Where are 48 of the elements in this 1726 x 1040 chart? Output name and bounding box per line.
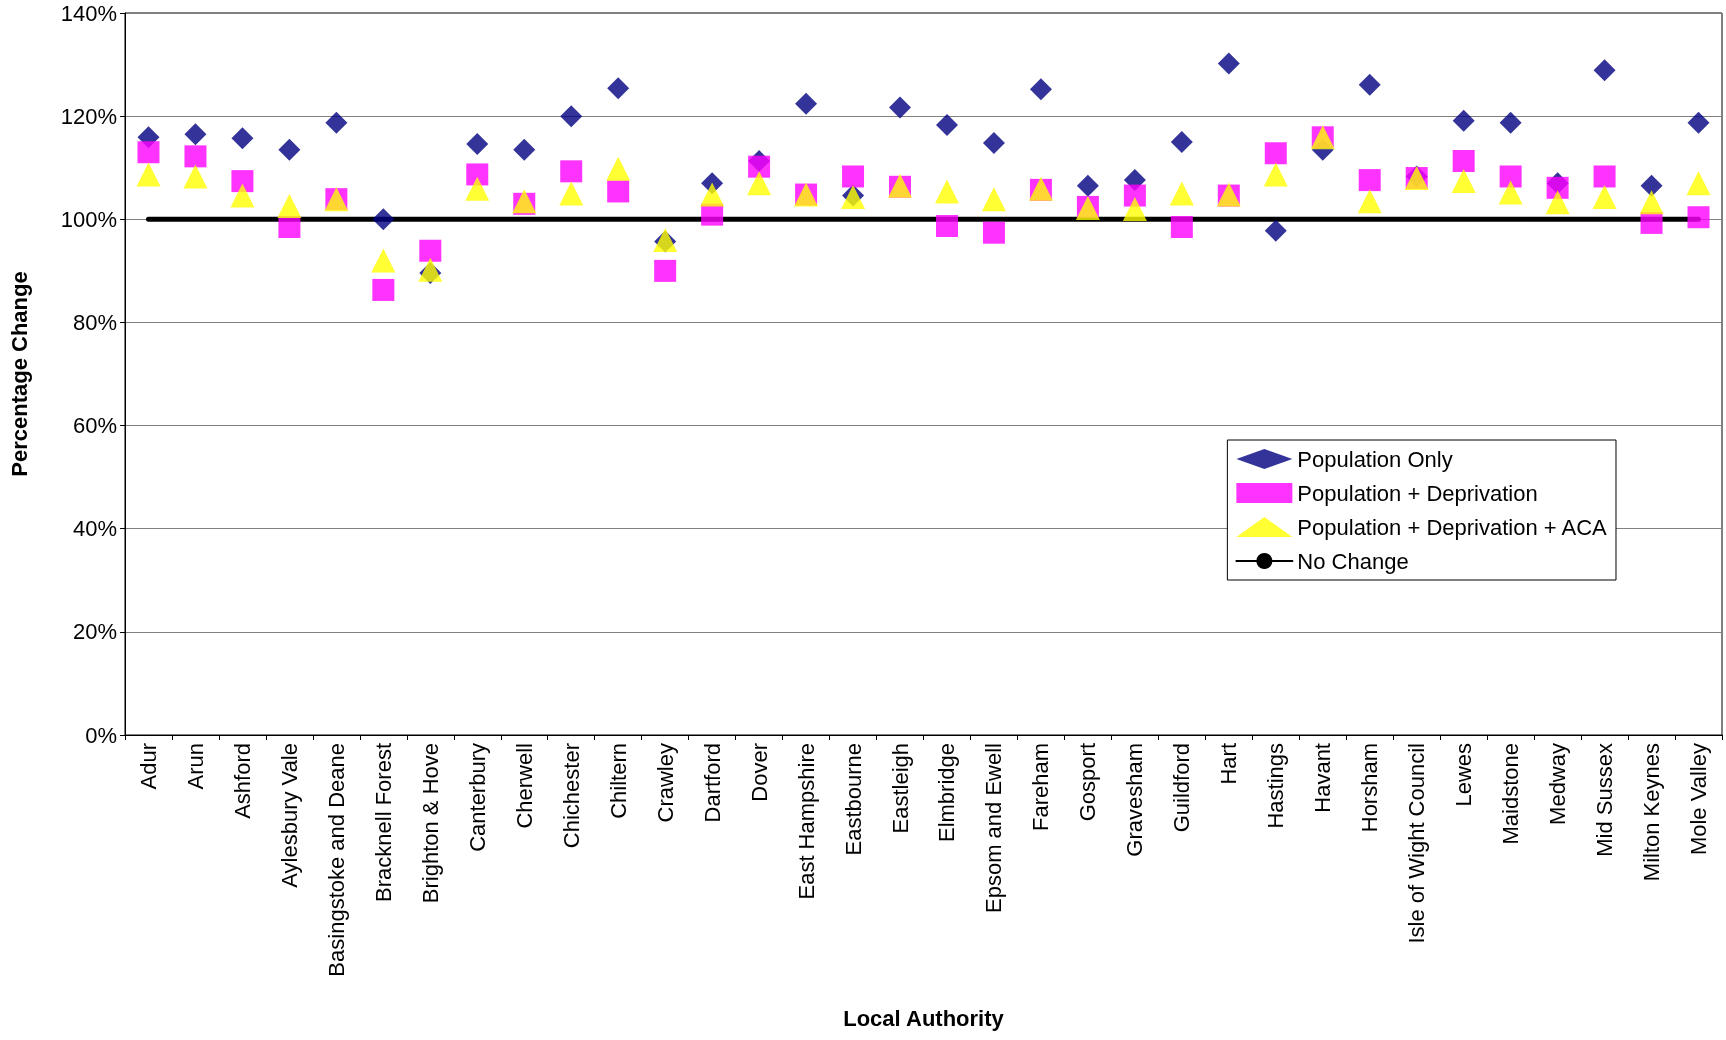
y-tick-label: 80%	[72, 309, 117, 335]
x-tick-label: Elmbridge	[934, 743, 960, 843]
x-tick-label: Bracknell Forest	[370, 743, 396, 902]
x-tick-label: Brighton & Hove	[417, 743, 443, 904]
y-tick-label: 60%	[72, 413, 117, 439]
x-tick-label: Basingstoke and Deane	[323, 743, 349, 977]
x-tick-label: Crawley	[652, 743, 678, 823]
x-tick-label: Cherwell	[511, 743, 537, 829]
x-tick-label: Arun	[182, 743, 208, 790]
y-tick-label: 120%	[60, 103, 117, 129]
y-tick-label: 20%	[72, 619, 117, 645]
x-tick-label: Epsom and Ewell	[981, 743, 1007, 913]
x-tick-label: Guildford	[1169, 743, 1195, 833]
x-tick-label: Aylesbury Vale	[276, 743, 302, 888]
x-tick-label: Chiltern	[605, 743, 631, 819]
legend-label: Population + Deprivation	[1297, 480, 1538, 506]
x-tick-label: Maidstone	[1498, 743, 1524, 845]
x-tick-label: Eastbourne	[840, 743, 866, 856]
x-tick-label: Milton Keynes	[1639, 743, 1665, 882]
x-tick-label: East Hampshire	[793, 743, 819, 900]
x-tick-label: Fareham	[1028, 743, 1054, 832]
y-tick-label: 140%	[60, 0, 117, 26]
x-tick-label: Havant	[1310, 743, 1336, 813]
y-axis-title: Percentage Change	[6, 271, 32, 477]
x-tick-label: Lewes	[1451, 743, 1477, 807]
x-axis-title: Local Authority	[843, 1005, 1005, 1031]
x-tick-label: Canterbury	[464, 743, 490, 852]
x-tick-label: Gravesham	[1122, 743, 1148, 857]
x-tick-label: Adur	[135, 743, 161, 790]
legend-label: No Change	[1297, 548, 1409, 574]
x-tick-label: Dartford	[699, 743, 725, 823]
x-tick-label: Mid Sussex	[1592, 743, 1618, 857]
legend-label: Population + Deprivation + ACA	[1297, 514, 1608, 540]
x-tick-label: Medway	[1545, 743, 1571, 825]
x-tick-label: Ashford	[229, 743, 255, 819]
y-tick-label: 40%	[72, 516, 117, 542]
x-tick-label: Isle of Wight Council	[1404, 743, 1430, 944]
legend-label: Population Only	[1297, 446, 1453, 472]
x-tick-label: Dover	[746, 743, 772, 802]
x-tick-label: Hastings	[1263, 743, 1289, 829]
y-tick-label: 0%	[85, 722, 117, 748]
x-tick-label: Gosport	[1075, 743, 1101, 822]
x-tick-label: Chichester	[558, 743, 584, 849]
x-tick-label: Horsham	[1357, 743, 1383, 833]
x-tick-label: Eastleigh	[887, 743, 913, 834]
y-tick-label: 100%	[60, 206, 117, 232]
x-tick-label: Mole Valley	[1686, 743, 1712, 856]
x-tick-label: Hart	[1216, 743, 1242, 785]
